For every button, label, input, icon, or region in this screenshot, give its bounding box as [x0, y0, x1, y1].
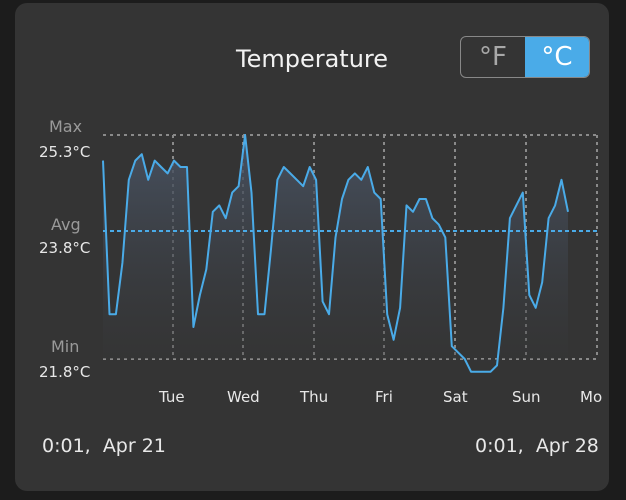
min-label: Min: [51, 337, 80, 356]
x-tick-fri: Fri: [375, 388, 393, 406]
x-tick-wed: Wed: [227, 388, 260, 406]
x-tick-sat: Sat: [443, 388, 468, 406]
min-value: 21.8°C: [39, 363, 91, 381]
chart-title: Temperature: [235, 45, 389, 73]
max-label: Max: [49, 117, 83, 136]
temperature-area: [103, 135, 568, 372]
x-tick-tue: Tue: [159, 388, 185, 406]
x-tick-thu: Thu: [300, 388, 329, 406]
x-tick-sun: Sun: [512, 388, 541, 406]
temperature-chart: [102, 134, 598, 373]
end-date: Apr 28: [535, 435, 599, 457]
fahrenheit-button[interactable]: °F: [479, 42, 507, 72]
start-timestamp: 0:01, Apr 21: [42, 435, 166, 457]
start-time: 0:01,: [42, 435, 91, 457]
max-value: 25.3°C: [39, 143, 91, 161]
temperature-card: Temperature °F °C Max 25.3°C Avg 23.8°C …: [15, 3, 609, 491]
celsius-button[interactable]: °C: [525, 37, 589, 77]
avg-value: 23.8°C: [39, 239, 91, 257]
start-date: Apr 21: [102, 435, 166, 457]
end-time: 0:01,: [475, 435, 524, 457]
unit-toggle[interactable]: °F °C: [460, 36, 590, 78]
temperature-line: [102, 134, 569, 373]
avg-label: Avg: [51, 215, 81, 234]
x-tick-mo: Mo: [580, 388, 603, 406]
end-timestamp: 0:01, Apr 28: [475, 435, 599, 457]
